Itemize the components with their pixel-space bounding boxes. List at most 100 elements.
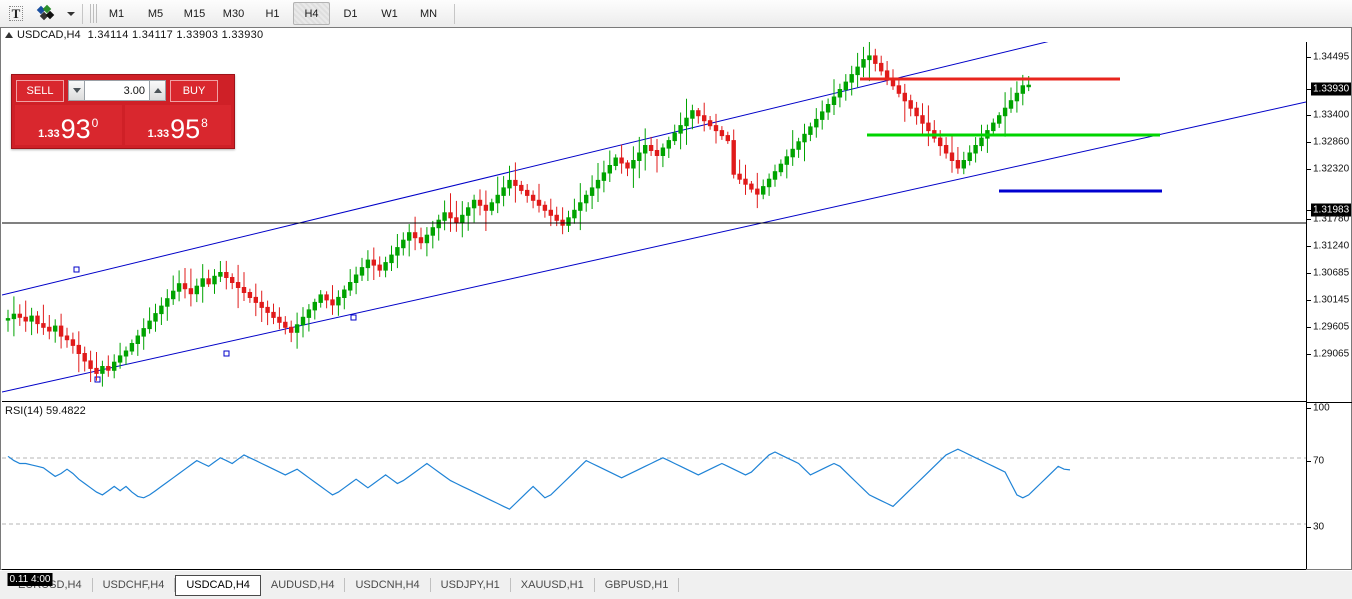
rsi-chart-svg xyxy=(2,448,1306,525)
sell-button[interactable]: SELL xyxy=(16,79,64,102)
timeframe-m1[interactable]: M1 xyxy=(108,7,125,20)
rsi-scale-tick xyxy=(1307,461,1311,462)
candle-body xyxy=(796,141,801,150)
price-scale-tick xyxy=(1307,115,1311,116)
candle-body xyxy=(64,335,70,341)
candle-body xyxy=(938,137,943,147)
volume-increase-button[interactable] xyxy=(149,80,166,101)
price-scale-label: 1.30685 xyxy=(1313,267,1350,279)
tab-usdcad-h4[interactable]: USDCAD,H4 xyxy=(175,574,261,596)
candle-body xyxy=(218,272,223,277)
chevron-down-icon xyxy=(72,88,81,93)
price-scale-label: 1.31240 xyxy=(1313,240,1350,252)
rsi-line xyxy=(7,448,1071,510)
candle-body xyxy=(466,207,471,216)
volume-stepper[interactable]: 3.00 xyxy=(68,80,166,101)
objects-dropdown-button[interactable] xyxy=(62,1,78,26)
tab-gbpusd-h1[interactable]: GBPUSD,H1 xyxy=(604,579,669,591)
candle-body xyxy=(424,234,430,244)
candle-body xyxy=(41,323,46,328)
tab-audusd-h4[interactable]: AUDUSD,H4 xyxy=(270,579,335,591)
volume-decrease-button[interactable] xyxy=(68,80,85,101)
candle-body xyxy=(849,74,854,83)
candle-body xyxy=(684,117,689,127)
bid-price-display[interactable]: 1.33 93 0 xyxy=(15,105,122,145)
candle-body xyxy=(737,173,742,180)
candle-body xyxy=(460,214,465,224)
candle-body xyxy=(519,184,524,191)
candle-body xyxy=(1008,100,1014,109)
candle-body xyxy=(908,100,913,109)
tab-usdchf-h4[interactable]: USDCHF,H4 xyxy=(102,579,165,591)
ask-price-display[interactable]: 1.33 95 8 xyxy=(124,105,231,145)
text-tool-button[interactable]: T xyxy=(2,1,30,26)
toolbar-separator-right xyxy=(454,3,455,24)
candle-body xyxy=(76,344,81,354)
candle-body xyxy=(790,148,795,158)
price-scale[interactable]: 1.34495 1.33930 1.33400 1.32860 1.32320 1.319… xyxy=(1306,42,1352,585)
toolbar-grip[interactable] xyxy=(90,4,97,23)
candle-body xyxy=(359,267,365,276)
candle-body xyxy=(253,296,259,303)
candle-body xyxy=(955,160,961,169)
candle-body xyxy=(525,189,530,196)
timeframe-h1[interactable]: H1 xyxy=(265,7,280,20)
candle-body xyxy=(943,145,949,154)
candle-body xyxy=(678,125,683,134)
ask-price-fraction: 8 xyxy=(201,116,208,130)
chart-window[interactable]: USDCAD,H4 1.34114 1.34117 1.33903 1.3393… xyxy=(0,27,1352,586)
chart-toolbar: T M1 M5 M15 M30 H1 H4 D1 W1 MN xyxy=(0,0,1352,28)
candle-body xyxy=(802,133,807,143)
candle-body xyxy=(436,219,441,229)
channel-anchor-handle xyxy=(94,376,101,383)
timeframe-h4[interactable]: H4 xyxy=(293,2,330,25)
candle-body xyxy=(778,163,784,173)
candle-body xyxy=(631,160,636,169)
price-scale-tick xyxy=(1307,273,1311,274)
candle-body xyxy=(188,288,194,295)
trend-up-icon xyxy=(5,32,13,38)
candle-body xyxy=(259,301,264,308)
candle-body xyxy=(873,55,878,64)
candle-body xyxy=(566,217,571,226)
candle-body xyxy=(837,89,843,98)
timeframe-m30[interactable]: M30 xyxy=(222,7,245,20)
timeframe-m5[interactable]: M5 xyxy=(147,7,164,20)
candle-body xyxy=(318,294,323,303)
volume-input[interactable]: 3.00 xyxy=(85,80,149,101)
timeframe-m15[interactable]: M15 xyxy=(183,7,206,20)
price-scale-label: 1.32320 xyxy=(1313,163,1350,175)
candle-body xyxy=(159,305,164,315)
one-click-trading-panel[interactable]: SELL 3.00 BUY 1.33 93 0 1.33 95 8 xyxy=(11,74,235,149)
timeframe-w1[interactable]: W1 xyxy=(381,7,398,20)
candle-body xyxy=(35,315,40,325)
objects-button[interactable] xyxy=(32,1,60,26)
candle-body xyxy=(784,156,789,165)
chevron-up-icon xyxy=(153,88,162,93)
candle-body xyxy=(29,315,34,322)
timeframe-mn[interactable]: MN xyxy=(419,7,438,20)
candle-body xyxy=(896,85,902,94)
ask-price-main: 95 xyxy=(170,114,201,144)
candle-body xyxy=(342,289,347,298)
buy-button[interactable]: BUY xyxy=(170,79,218,102)
candle-body xyxy=(855,66,860,76)
price-scale-tick xyxy=(1307,327,1311,328)
candle-body xyxy=(165,298,170,307)
candle-body xyxy=(702,115,707,122)
candle-body xyxy=(814,118,819,128)
candle-body xyxy=(961,160,966,169)
tab-usdcnh-h4[interactable]: USDCNH,H4 xyxy=(355,579,420,591)
candle-body xyxy=(808,126,813,135)
timeframe-d1[interactable]: D1 xyxy=(343,7,358,20)
candle-body xyxy=(147,320,152,330)
candle-body xyxy=(607,165,612,174)
rsi-pane[interactable] xyxy=(2,403,1306,569)
tab-xauusd-h1[interactable]: XAUUSD,H1 xyxy=(520,579,584,591)
candle-body xyxy=(412,232,418,239)
bid-price-fraction: 0 xyxy=(91,116,99,130)
candle-body xyxy=(654,150,660,156)
tab-usdjpy-h1[interactable]: USDJPY,H1 xyxy=(440,579,500,591)
candle-body xyxy=(719,130,725,137)
